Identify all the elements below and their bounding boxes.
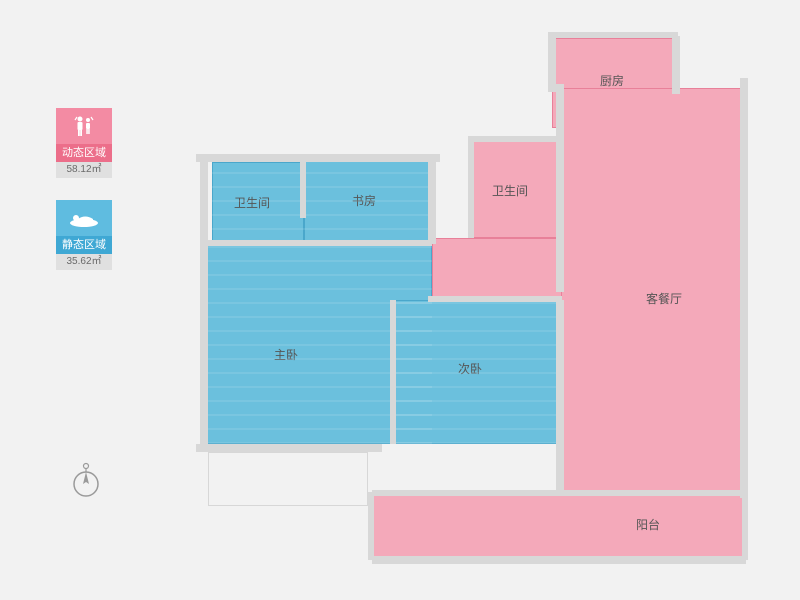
wall [552,32,678,38]
wall [200,154,208,452]
people-icon [56,108,112,144]
room-label-living: 客餐厅 [646,290,682,307]
room-label-study: 书房 [352,192,376,209]
sleep-icon [56,200,112,236]
legend-label-static: 静态区域 [56,236,112,254]
wall [428,296,562,302]
wall [468,138,474,238]
wall [556,300,564,494]
legend-value-dynamic: 58.12㎡ [56,162,112,178]
wall [742,492,748,560]
legend-label-dynamic: 动态区域 [56,144,112,162]
wall [300,160,306,218]
room-label-second: 次卧 [458,360,482,377]
room-label-master: 主卧 [274,346,298,363]
wall [372,490,746,496]
wall [548,32,556,92]
void-area [208,452,368,506]
legend-panel: 动态区域 58.12㎡ 静态区域 35.62㎡ [56,108,112,292]
room-label-bath2: 卫生间 [492,182,528,199]
wall [204,240,432,246]
wall [556,84,564,292]
wall [428,160,436,244]
wall [372,556,746,564]
wall [368,492,374,560]
wall [672,36,680,94]
room-label-kitchen: 厨房 [600,72,624,89]
floorplan: 厨房客餐厅卫生间阳台卫生间书房主卧次卧 [196,32,748,566]
legend-item-dynamic: 动态区域 58.12㎡ [56,108,112,178]
room-balcony [372,492,744,558]
room-label-bath1: 卫生间 [234,194,270,211]
compass-icon [70,460,102,505]
wall [196,444,382,452]
legend-item-static: 静态区域 35.62㎡ [56,200,112,270]
wall [390,300,396,444]
room-label-balcony: 阳台 [636,516,660,533]
room-living_corridor [432,238,562,300]
wall [196,154,440,162]
wall [468,136,564,142]
wall [740,78,748,498]
legend-value-static: 35.62㎡ [56,254,112,270]
